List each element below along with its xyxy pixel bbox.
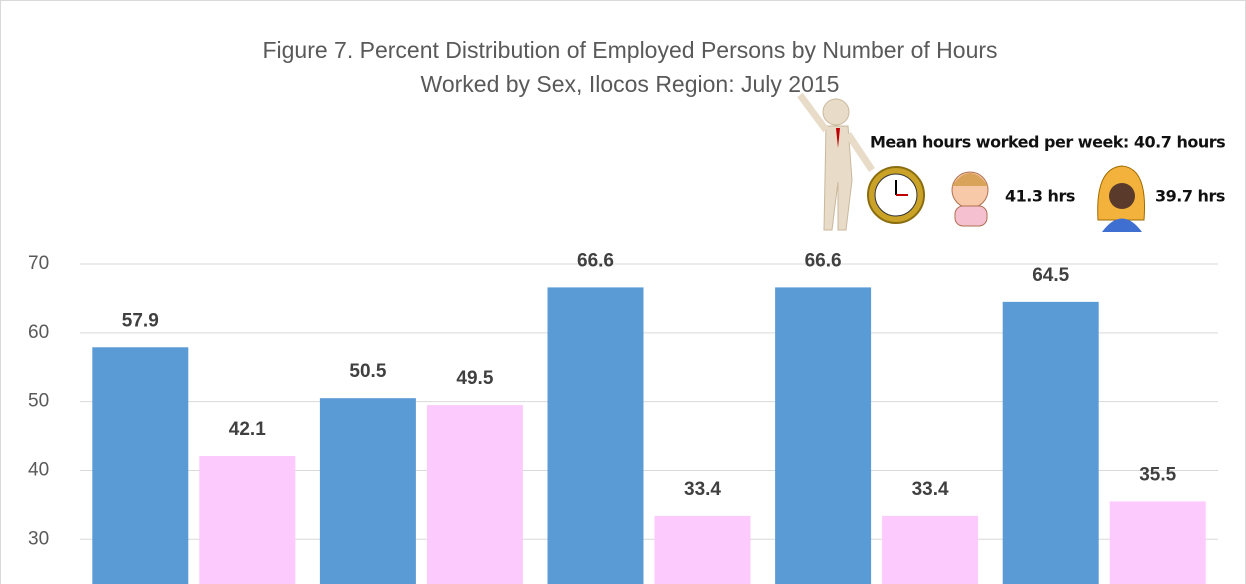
bar (427, 405, 523, 584)
bar (92, 347, 188, 584)
value-label: 33.4 (912, 479, 949, 500)
value-label: 35.5 (1139, 464, 1176, 485)
annotation: 41.3 hrs (1005, 187, 1075, 206)
y-tick-label: 40 (28, 459, 49, 480)
annotation: 39.7 hrs (1155, 187, 1225, 206)
y-tick-label: 70 (28, 253, 49, 274)
value-label: 50.5 (349, 361, 386, 382)
bar (655, 516, 751, 584)
value-label: 33.4 (684, 479, 721, 500)
y-tick-label: 30 (28, 528, 49, 549)
y-tick-label: 60 (28, 322, 49, 343)
bar (320, 398, 416, 584)
chart: Figure 7. Percent Distribution of Employ… (0, 0, 1246, 584)
bar (199, 456, 295, 584)
value-label: 57.9 (122, 310, 159, 331)
y-tick-label: 50 (28, 391, 49, 412)
chart-subtitle: Worked by Sex, Ilocos Region: July 2015 (421, 71, 840, 97)
value-label: 42.1 (229, 419, 266, 440)
chart-title: Figure 7. Percent Distribution of Employ… (262, 37, 997, 63)
annotation: Mean hours worked per week: 40.7 hours (870, 133, 1225, 152)
value-label: 64.5 (1032, 265, 1069, 286)
value-label: 66.6 (577, 250, 614, 271)
bar (775, 287, 871, 584)
value-label: 49.5 (456, 368, 493, 389)
bar (1003, 302, 1099, 584)
bar (1110, 501, 1206, 584)
bar (548, 287, 644, 584)
bar (882, 516, 978, 584)
value-label: 66.6 (805, 250, 842, 271)
